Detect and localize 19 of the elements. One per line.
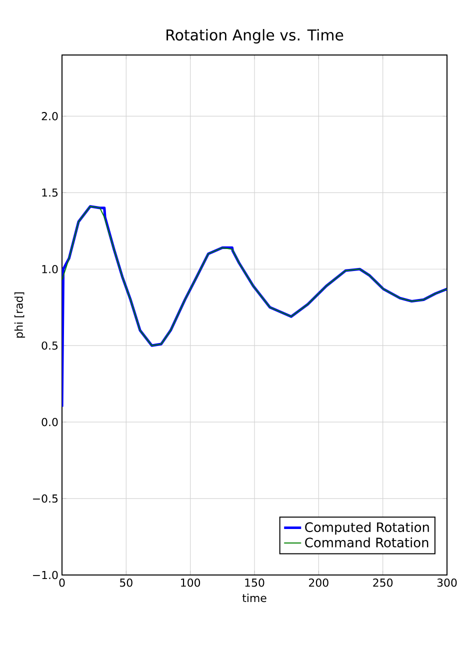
y-tick-label: −0.5 xyxy=(33,494,58,503)
x-axis-title: time xyxy=(242,594,266,602)
y-axis-title: phi [rad] xyxy=(14,292,26,338)
x-tick-label: 150 xyxy=(245,578,264,587)
x-tick-label: 100 xyxy=(181,578,200,587)
y-tick-label: 0.0 xyxy=(42,418,58,426)
chart-title: Rotation Angle vs. Time xyxy=(166,29,344,44)
x-tick-label: 0 xyxy=(59,578,65,587)
y-tick-label: 2.0 xyxy=(42,112,58,120)
y-tick-label: −1.0 xyxy=(33,570,58,580)
legend-label: Computed Rotation xyxy=(305,522,429,535)
x-tick-label: 300 xyxy=(437,578,457,587)
x-tick-label: 50 xyxy=(120,578,132,587)
y-tick-label: 0.5 xyxy=(42,341,58,350)
y-tick-label: 1.5 xyxy=(42,188,58,197)
legend-label: Command Rotation xyxy=(305,537,428,548)
x-tick-label: 250 xyxy=(373,578,393,587)
x-tick-label: 200 xyxy=(309,578,328,587)
y-tick-label: 1.0 xyxy=(42,264,58,274)
